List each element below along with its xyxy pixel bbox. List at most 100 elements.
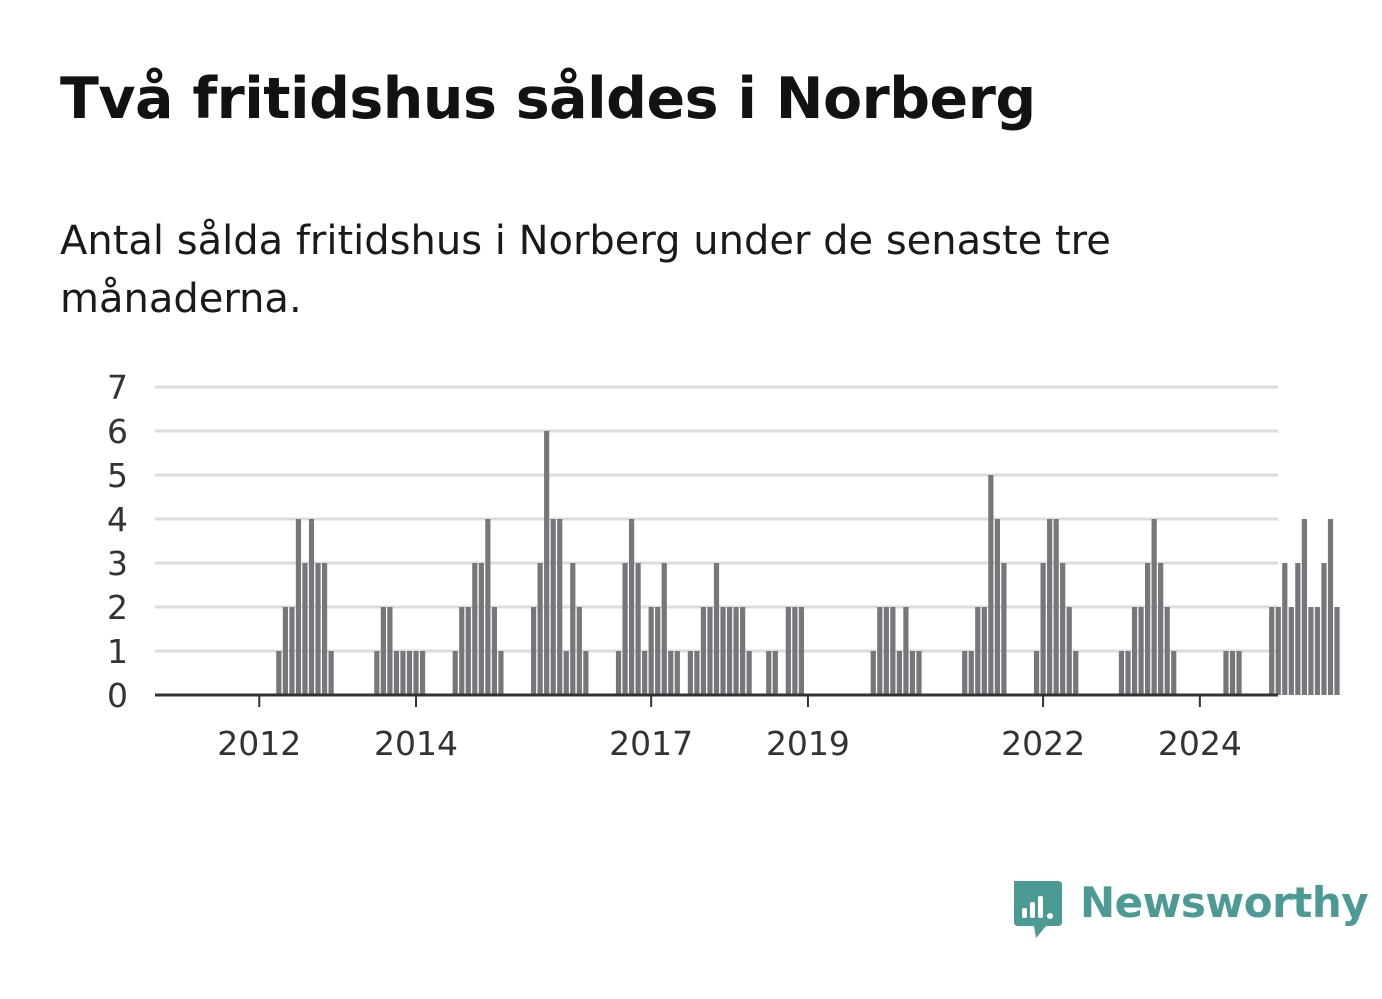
bar (276, 651, 282, 695)
x-tick-label: 2024 (1158, 724, 1242, 763)
bar (1131, 607, 1138, 695)
bar (465, 607, 471, 695)
x-tick-label: 2022 (1001, 724, 1085, 763)
bar (713, 563, 720, 695)
bar (550, 519, 556, 695)
bar (282, 607, 288, 695)
bar (1040, 563, 1046, 695)
x-tick-label: 2014 (374, 724, 458, 763)
bar (916, 651, 922, 695)
bar (1314, 607, 1321, 695)
bar (988, 475, 994, 695)
bar (1158, 563, 1164, 695)
bar (1282, 563, 1288, 695)
bar (975, 607, 981, 695)
bar (544, 431, 550, 695)
x-tick-label: 2019 (766, 724, 850, 763)
bar (1295, 563, 1301, 695)
chart-subtitle: Antal sålda fritidshus i Norberg under d… (60, 218, 1111, 322)
bar (746, 651, 752, 695)
bar (870, 651, 876, 695)
bar (387, 607, 393, 695)
bar (668, 651, 674, 695)
y-tick-label: 0 (107, 676, 128, 715)
bar (1229, 651, 1236, 695)
bar (903, 607, 909, 695)
bar (321, 563, 328, 695)
bar (1060, 563, 1066, 695)
bar (531, 607, 537, 695)
bar (877, 607, 883, 695)
bar-chart: 0 1 2 3 4 5 6 7 2012 2014 2017 2019 2022 2024 2 (107, 360, 1364, 763)
bar (1053, 519, 1059, 695)
bar (557, 519, 563, 695)
bar (1033, 651, 1040, 695)
y-tick-label: 7 (107, 368, 128, 407)
bar (772, 651, 778, 695)
bar (628, 519, 635, 695)
bar (1164, 607, 1170, 695)
bar (452, 651, 458, 695)
bar (537, 563, 543, 695)
bar (328, 651, 334, 695)
chart-title: Två fritidshus såldes i Norberg (60, 66, 1036, 132)
bar (1269, 607, 1275, 695)
bar (655, 607, 661, 695)
x-axis-labels: 2012 2014 2017 2019 2022 2024 (217, 724, 1242, 763)
y-tick-label: 2 (107, 588, 128, 627)
logo-text: Newsworthy (1080, 878, 1369, 927)
annotations: 2 (1336, 360, 1363, 372)
bar (393, 651, 400, 695)
bar (478, 563, 484, 695)
bars (276, 431, 1340, 695)
bar (1334, 607, 1340, 695)
bar (1145, 563, 1151, 695)
y-tick-label: 4 (107, 500, 128, 539)
bar (295, 519, 302, 695)
bar (400, 651, 406, 695)
bar (615, 651, 622, 695)
bar (694, 651, 700, 695)
bar (1151, 519, 1157, 695)
newsworthy-logo: Newsworthy (1010, 878, 1369, 942)
y-tick-label: 3 (107, 544, 128, 583)
bar (687, 651, 693, 695)
bar (491, 607, 498, 695)
bar (890, 607, 896, 695)
bar (1073, 651, 1079, 695)
bar (642, 651, 648, 695)
bar (374, 651, 380, 695)
bar (994, 519, 1000, 695)
x-tick-label: 2012 (217, 724, 301, 763)
bar (1118, 651, 1125, 695)
bar (485, 519, 491, 695)
bar (1308, 607, 1314, 695)
bar (909, 651, 916, 695)
bar (1321, 563, 1327, 695)
bar (896, 651, 902, 695)
bar (563, 651, 569, 695)
bar (733, 607, 739, 695)
bar (798, 607, 805, 695)
bar (1047, 519, 1053, 695)
bar (570, 563, 576, 695)
bar (413, 651, 419, 695)
x-tick-label: 2017 (609, 724, 693, 763)
bar (1288, 607, 1294, 695)
bar (981, 607, 987, 695)
bar (302, 563, 308, 695)
bar (1138, 607, 1144, 695)
bar (1125, 651, 1131, 695)
y-axis-labels: 0 1 2 3 4 5 6 7 (107, 368, 128, 715)
bar (740, 607, 746, 695)
bar (459, 607, 465, 695)
bar (968, 651, 974, 695)
bar (785, 607, 791, 695)
bar (1001, 563, 1007, 695)
bar (289, 607, 295, 695)
bar (583, 651, 589, 695)
bar (674, 651, 680, 695)
bar (406, 651, 413, 695)
newsworthy-logo-icon (1014, 881, 1062, 938)
bar (419, 651, 426, 695)
